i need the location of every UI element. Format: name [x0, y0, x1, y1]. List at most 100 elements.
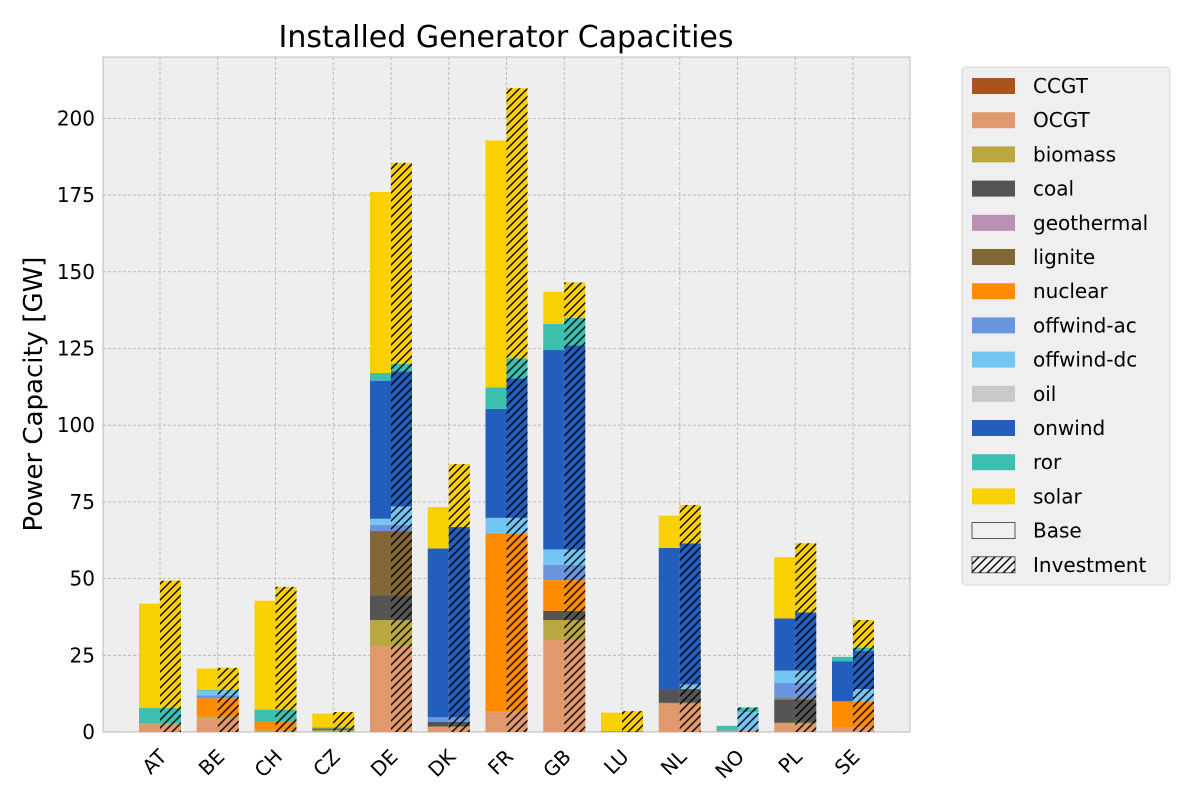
- bar-base-solar-DK: [427, 507, 449, 549]
- bar-hatch-coal-GB: [564, 610, 586, 621]
- bar-base-solar-BE: [196, 668, 218, 690]
- bar-base-nuclear-FR: [485, 533, 507, 712]
- legend-swatch: [972, 420, 1015, 436]
- bar-base-OCGT-GB: [543, 639, 565, 732]
- bar-base-offwind-ac-DE: [370, 524, 391, 532]
- bar-hatch-nuclear-CH: [275, 721, 297, 730]
- bar-base-biomass-GB: [543, 620, 565, 640]
- bar-base-nuclear-CH: [254, 721, 276, 730]
- legend-label: lignite: [1033, 245, 1095, 269]
- bar-hatch-OCGT-NO: [737, 730, 759, 732]
- bar-hatch-OCGT-DK: [448, 727, 470, 732]
- legend-label: Investment: [1033, 553, 1146, 577]
- bar-hatch-onwind-DK: [448, 527, 470, 718]
- bar-hatch-biomass-CH: [275, 729, 297, 731]
- bar-base-OCGT-NL: [658, 704, 680, 732]
- bar-base-coal-PL: [774, 699, 796, 723]
- legend-label: CCGT: [1033, 74, 1089, 98]
- x-tick-label: NO: [710, 745, 749, 784]
- bar-hatch-OCGT-AT: [160, 724, 181, 732]
- bar-hatch-OCGT-FR: [506, 712, 528, 732]
- bar-hatch-offwind-dc-NO: [737, 712, 759, 731]
- legend-swatch-hatch: [972, 556, 1015, 573]
- legend-swatch: [972, 317, 1015, 334]
- y-tick-label: 175: [57, 183, 95, 207]
- legend-swatch: [971, 522, 1016, 539]
- bar-hatch-biomass-AT: [160, 723, 181, 725]
- bar-base-solar-GB: [543, 291, 565, 324]
- legend-swatch: [972, 249, 1015, 265]
- bar-hatch-solar-PL: [795, 543, 817, 613]
- bar-base-solar-DE: [370, 192, 391, 374]
- bar-hatch-offwind-dc-PL: [795, 670, 817, 683]
- bar-base-solar-LU: [601, 712, 622, 732]
- bar-hatch-solar-CZ: [333, 712, 355, 728]
- bar-hatch-coal-PL: [795, 699, 817, 723]
- bar-hatch-solar-NL: [679, 504, 701, 544]
- bar-base-biomass-AT: [139, 723, 160, 725]
- bar-base-OCGT-CH: [254, 730, 276, 732]
- bar-hatch-ror-LU: [622, 731, 643, 732]
- bar-base-onwind-GB: [543, 350, 565, 550]
- legend-label: Base: [1033, 519, 1082, 543]
- y-tick-label: 100: [57, 413, 95, 437]
- bar-hatch-nuclear-FR: [506, 533, 528, 712]
- bar-base-lignite-CZ: [312, 728, 334, 730]
- bar-hatch-biomass-GB: [564, 620, 586, 640]
- bar-hatch-ror-DE: [391, 363, 412, 372]
- bar-base-offwind-ac-PL: [774, 682, 796, 699]
- bar-hatch-onwind-NL: [679, 543, 701, 685]
- bar-hatch-nuclear-SE: [853, 701, 874, 728]
- bar-hatch-OCGT-BE: [217, 718, 239, 732]
- bar-base-ror-CZ: [312, 727, 334, 729]
- bar-base-biomass-BE: [196, 716, 218, 719]
- bar-hatch-offwind-dc-GB: [564, 549, 586, 565]
- bar-base-offwind-ac-GB: [543, 564, 565, 581]
- bar-base-biomass-FR: [485, 711, 507, 713]
- bar-hatch-biomass-CZ: [333, 730, 355, 732]
- bar-base-solar-AT: [139, 603, 160, 709]
- y-tick-label: 150: [57, 260, 95, 284]
- bar-base-biomass-CZ: [312, 730, 334, 732]
- bar-base-ror-NO: [716, 725, 738, 731]
- bar-hatch-onwind-FR: [506, 378, 528, 518]
- bar-hatch-OCGT-CH: [275, 730, 297, 732]
- legend-swatch: [972, 454, 1015, 471]
- bar-hatch-solar-DE: [391, 162, 412, 364]
- bar-hatch-offwind-dc-DE: [391, 506, 412, 525]
- bar-hatch-ror-GB: [564, 317, 586, 346]
- x-axis-ticks: AT BE CH CZ DE DK FR GB LU NL NO PL SE: [137, 744, 864, 783]
- bar-hatch-solar-SE: [853, 620, 874, 648]
- bar-base-ror-DE: [370, 373, 391, 381]
- y-tick-label: 200: [57, 106, 95, 130]
- bar-base-OCGT-CZ: [312, 731, 334, 732]
- bar-base-coal-NL: [658, 689, 680, 703]
- bar-hatch-offwind-ac-BE: [217, 695, 239, 699]
- bar-base-nuclear-SE: [832, 701, 853, 728]
- bar-hatch-solar-FR: [506, 88, 528, 359]
- bar-base-coal-DE: [370, 595, 391, 621]
- bar-base-onwind-DK: [427, 548, 449, 718]
- bar-hatch-OCGT-SE: [853, 727, 874, 732]
- bar-base-coal-DK: [427, 721, 449, 727]
- bar-hatch-OCGT-GB: [564, 639, 586, 732]
- bar-hatch-OCGT-NL: [679, 704, 701, 732]
- legend-swatch: [972, 351, 1015, 368]
- bar-hatch-ror-NO: [737, 707, 759, 713]
- x-tick-label: CZ: [308, 745, 345, 782]
- legend: CCGT OCGT biomass coal geothermal lignite nucl…: [961, 66, 1171, 586]
- bar-hatch-solar-BE: [217, 667, 239, 690]
- bar-hatch-OCGT-DE: [391, 646, 412, 732]
- bar-base-lignite-PL: [774, 698, 796, 700]
- bar-hatch-onwind-DE: [391, 371, 412, 507]
- bar-hatch-ror-AT: [160, 708, 181, 724]
- bar-hatch-solar-CH: [275, 586, 297, 710]
- bar-hatch-biomass-NL: [679, 702, 701, 705]
- bar-base-ror-SE: [832, 656, 853, 662]
- bar-hatch-onwind-GB: [564, 345, 586, 550]
- legend-swatch: [972, 283, 1015, 300]
- bar-hatch-solar-AT: [160, 580, 181, 709]
- bar-base-biomass-PL: [774, 722, 796, 725]
- bar-hatch-OCGT-PL: [795, 724, 817, 732]
- bar-base-ror-LU: [601, 731, 622, 732]
